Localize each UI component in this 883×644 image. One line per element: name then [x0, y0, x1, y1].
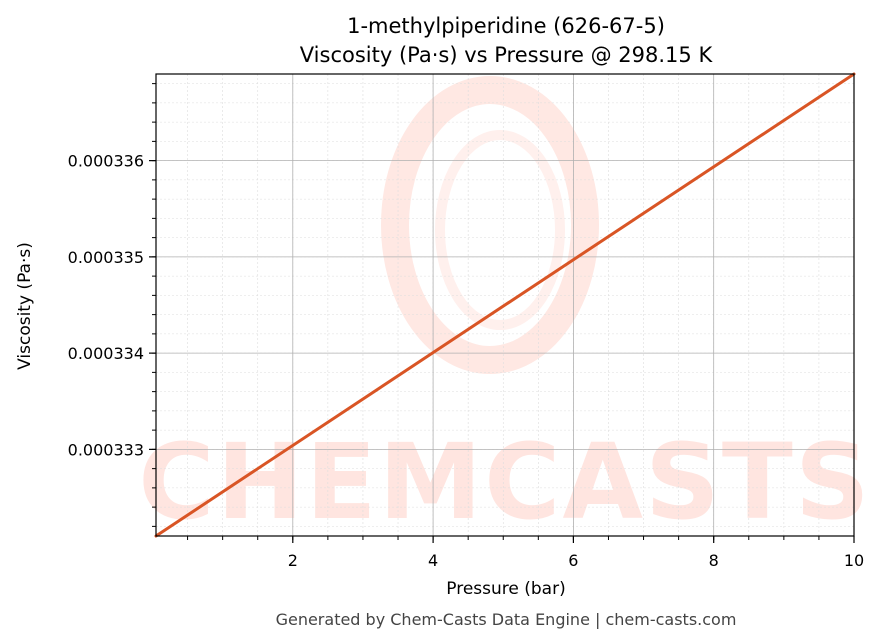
y-tick-label: 0.000336 [68, 152, 144, 171]
watermark-logo-ring [381, 76, 599, 374]
y-tick-label: 0.000334 [68, 344, 144, 363]
x-tick-label: 8 [709, 551, 719, 570]
x-tick-label: 6 [568, 551, 578, 570]
x-tick-label: 10 [844, 551, 864, 570]
series-layer [154, 72, 856, 538]
x-axis-label: Pressure (bar) [446, 579, 565, 599]
y-tick-label: 0.000335 [68, 248, 144, 267]
footer-credit: Generated by Chem-Casts Data Engine | ch… [276, 610, 737, 629]
plot-frame [155, 73, 855, 537]
x-tick-label: 2 [288, 551, 298, 570]
x-axis: 2 4 6 8 10 [187, 536, 864, 570]
x-tick-label: 4 [428, 551, 438, 570]
chart-subtitle: Viscosity (Pa·s) vs Pressure @ 298.15 K [300, 43, 714, 67]
chart-title: 1-methylpiperidine (626-67-5) [347, 14, 665, 38]
watermark-text: CHEMCASTS [138, 421, 871, 543]
watermark-logo-inner [435, 130, 565, 330]
series-line [154, 72, 856, 538]
y-axis: 0.000333 0.000334 0.000335 0.000336 [68, 83, 156, 527]
watermark-logo: CHEMCASTS [138, 76, 871, 543]
y-axis-label: Viscosity (Pa·s) [15, 242, 35, 370]
y-tick-label: 0.000333 [68, 440, 144, 459]
